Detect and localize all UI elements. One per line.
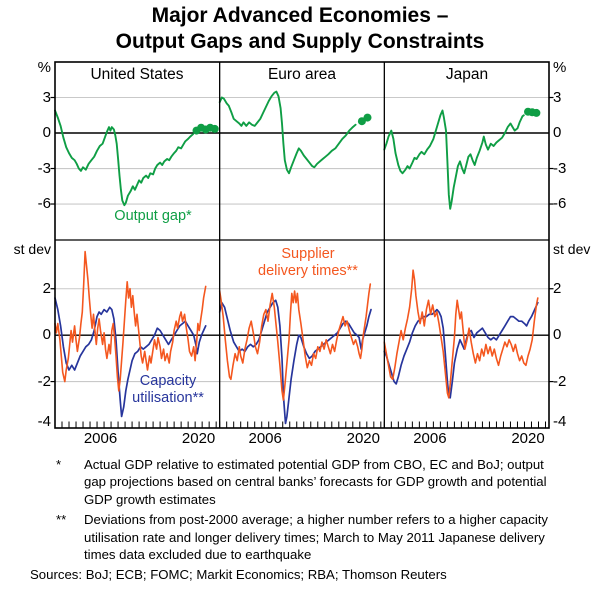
x-tick-label-2020: 2020 — [181, 430, 216, 447]
x-tick-label-2006: 2006 — [83, 430, 118, 447]
y-axis-unit-stdev-right: st dev — [553, 241, 591, 257]
y-tick-label-bottom-left: -2 — [37, 372, 51, 390]
capacity-label-line2: utilisation** — [132, 389, 204, 406]
footnotes: * Actual GDP relative to estimated poten… — [30, 456, 585, 584]
x-tick-label-2020: 2020 — [346, 430, 380, 447]
supplier-label-line1: Supplier — [281, 246, 335, 262]
chart-title: Major Advanced Economies – Output Gaps a… — [0, 3, 600, 55]
chart-title-line2: Output Gaps and Supply Constraints — [115, 30, 485, 53]
chart-frame — [54, 61, 550, 429]
japan-output-gap-forecast-dot — [532, 108, 541, 117]
x-tick-label-2006: 2006 — [413, 430, 447, 447]
euro-area-capacity-utilisation-line — [218, 299, 372, 425]
y-axis-unit-stdev-left: st dev — [13, 241, 51, 257]
sources-line: Sources: BoJ; ECB; FOMC; Markit Economic… — [30, 567, 447, 583]
y-tick-label-bottom-right: 2 — [553, 279, 562, 297]
japan-capacity-utilisation-line — [383, 301, 539, 399]
footnote-1-marker: * — [56, 457, 62, 472]
y-tick-label-top-left: 0 — [42, 124, 51, 141]
supplier-label-line2: delivery times** — [258, 262, 358, 279]
output-gap-series-label: Output gap* — [114, 208, 192, 224]
y-tick-label-top-right: 0 — [553, 124, 562, 141]
united-states-output-gap-line — [54, 109, 194, 207]
footnote-1-text: Actual GDP relative to estimated potenti… — [84, 457, 547, 507]
y-tick-label-top-left: -3 — [37, 159, 51, 177]
y-tick-label-bottom-left: 0 — [42, 326, 51, 344]
united-states-output-gap-forecast-dot — [210, 124, 219, 133]
footnote-2-text: Deviations from post-2000 average; a hig… — [84, 512, 549, 563]
footnote-1: * Actual GDP relative to estimated poten… — [30, 456, 585, 508]
y-axis-unit-percent-right: % — [553, 59, 567, 76]
united-states-supplier-delivery-times-line — [54, 250, 207, 392]
y-tick-label-top-right: 3 — [553, 88, 562, 106]
y-axis-unit-percent-left: % — [37, 59, 51, 76]
y-tick-label-top-right: -3 — [553, 159, 567, 177]
euro-area-output-gap-forecast-dot — [363, 113, 372, 122]
y-tick-label-bottom-left: 2 — [42, 279, 51, 297]
y-tick-label-top-left: 3 — [42, 88, 51, 106]
japan-supplier-delivery-times-line — [383, 269, 539, 399]
japan-output-gap-line — [383, 109, 525, 210]
x-tick-label-2020: 2020 — [511, 430, 545, 447]
panel-title-euro-area: Euro area — [267, 66, 337, 83]
panel-title-japan: Japan — [445, 66, 489, 83]
x-tick-label-2006: 2006 — [248, 430, 282, 447]
euro-area-output-gap-line — [218, 90, 357, 175]
y-tick-label-bottom-left: -4 — [37, 413, 51, 430]
y-tick-label-top-right: -6 — [553, 195, 567, 213]
panel-title-united-states: United States — [90, 66, 184, 83]
footnote-2-marker: ** — [56, 512, 67, 528]
y-tick-label-bottom-right: -2 — [553, 372, 567, 390]
chart-title-line1: Major Advanced Economies – — [151, 4, 449, 27]
euro-area-supplier-delivery-times-line — [218, 283, 372, 401]
y-tick-label-bottom-right: 0 — [553, 326, 562, 344]
y-tick-label-bottom-right: -4 — [553, 413, 567, 430]
y-tick-label-top-left: -6 — [37, 195, 51, 213]
capacity-label-line1: Capacity — [139, 373, 197, 389]
supplier-delivery-series-label: Supplier delivery times** — [228, 246, 388, 279]
united-states-capacity-utilisation-line — [54, 297, 207, 418]
capacity-utilisation-series-label: Capacity utilisation** — [103, 373, 233, 406]
footnote-2: ** Deviations from post-2000 average; a … — [30, 511, 585, 563]
